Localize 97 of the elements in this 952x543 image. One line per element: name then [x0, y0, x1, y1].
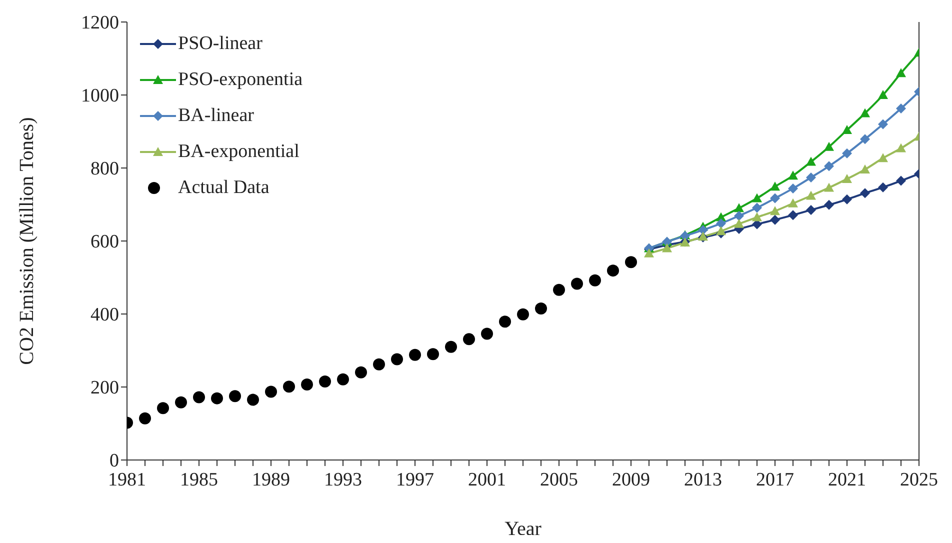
x-tick-label: 2005 [540, 469, 578, 490]
y-tick-label: 600 [90, 232, 119, 253]
point [752, 193, 762, 202]
y-tick-label: 0 [110, 450, 119, 472]
point [878, 182, 888, 192]
legend-label: BA-linear [178, 104, 254, 128]
legend-label: BA-exponential [178, 140, 300, 164]
y-axis-title: CO2 Emission (Million Tones) [16, 117, 38, 365]
point [770, 182, 780, 191]
point [337, 373, 349, 386]
point [878, 153, 888, 162]
point [734, 218, 744, 228]
point [625, 256, 637, 268]
point [752, 212, 762, 222]
point [770, 214, 780, 225]
point [824, 142, 834, 151]
point [607, 264, 619, 277]
point [716, 218, 726, 228]
point [878, 90, 888, 99]
point [644, 248, 654, 258]
point [373, 358, 385, 370]
point [409, 348, 421, 361]
x-tick-label: 2017 [756, 469, 794, 490]
point [319, 376, 331, 388]
x-tick-label: 2009 [612, 469, 650, 490]
point [896, 143, 906, 152]
point [553, 284, 565, 296]
y-tick-label: 200 [90, 378, 119, 399]
point [157, 402, 169, 414]
point [391, 353, 403, 366]
point [481, 328, 493, 340]
point [860, 108, 870, 118]
y-tick-label: 1200 [81, 12, 119, 34]
point [788, 170, 798, 180]
point [139, 412, 151, 424]
point [355, 366, 367, 378]
point [734, 203, 744, 212]
point [211, 392, 223, 404]
x-tick-label: 1993 [324, 469, 362, 490]
point [824, 161, 834, 172]
point [175, 396, 187, 408]
point [824, 200, 834, 210]
point [463, 333, 475, 346]
point [247, 394, 259, 406]
legend-label: Actual Data [178, 176, 270, 200]
point [499, 316, 511, 328]
point [517, 308, 529, 320]
point [896, 176, 906, 186]
point [842, 174, 852, 183]
point [445, 340, 457, 353]
point [842, 125, 852, 134]
point [896, 104, 906, 114]
legend-label: PSO-linear [178, 32, 262, 56]
point [229, 390, 241, 402]
point [752, 202, 762, 213]
point [301, 378, 313, 390]
point [788, 198, 798, 208]
point [788, 210, 798, 220]
x-tick-label: 1997 [396, 469, 434, 490]
point [571, 278, 583, 290]
point [860, 164, 870, 174]
point [698, 225, 708, 236]
point [662, 243, 672, 252]
point [860, 188, 870, 198]
point [734, 210, 744, 221]
point [283, 380, 295, 393]
point [824, 182, 834, 192]
point [788, 183, 798, 194]
x-tick-label: 2013 [684, 469, 722, 490]
point [770, 206, 780, 216]
point [860, 134, 870, 144]
point [842, 148, 852, 158]
x-tick-label: 2021 [828, 469, 866, 490]
x-tick-label: 2001 [468, 469, 506, 490]
point [806, 172, 816, 182]
point [806, 156, 816, 166]
y-tick-label: 800 [90, 158, 119, 180]
x-tick-label: 1981 [108, 469, 146, 490]
x-tick-label: 2025 [900, 469, 938, 490]
y-tick-label: 1000 [81, 86, 119, 107]
x-tick-label: 1989 [252, 469, 290, 490]
point [193, 391, 205, 404]
point [896, 68, 906, 78]
point [535, 302, 547, 315]
point [589, 274, 601, 286]
point [427, 348, 439, 360]
point [806, 190, 816, 200]
point [716, 226, 726, 236]
legend-label: PSO-exponentia [178, 68, 303, 92]
y-tick-label: 400 [90, 304, 119, 326]
x-tick-label: 1985 [180, 469, 218, 490]
point [806, 204, 816, 215]
point [770, 193, 780, 204]
x-axis-title: Year [504, 518, 542, 540]
point [842, 194, 852, 204]
point [878, 119, 888, 130]
point [265, 386, 277, 398]
